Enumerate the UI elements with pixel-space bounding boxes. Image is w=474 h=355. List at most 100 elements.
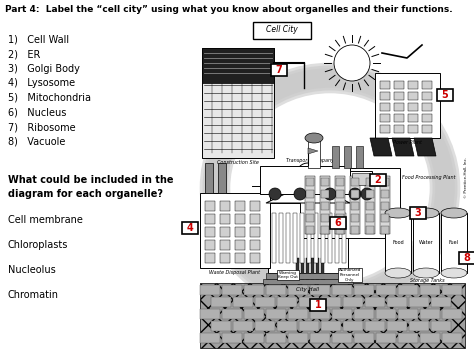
Text: 6)   Nucleus: 6) Nucleus — [8, 108, 66, 118]
Bar — [321, 214, 329, 222]
Text: 5)   Mitochondria: 5) Mitochondria — [8, 93, 91, 103]
Bar — [182, 222, 198, 234]
Text: 6: 6 — [335, 218, 341, 228]
Bar — [220, 253, 230, 263]
Bar — [202, 48, 274, 158]
Bar — [300, 213, 304, 263]
Bar — [356, 146, 363, 168]
Bar — [235, 253, 245, 263]
Bar — [365, 176, 375, 234]
Bar — [381, 226, 389, 234]
Bar — [268, 203, 348, 273]
Bar — [220, 227, 230, 237]
Bar — [332, 285, 352, 295]
Bar — [250, 227, 260, 237]
Bar — [235, 227, 245, 237]
Bar — [306, 258, 309, 280]
Bar — [420, 309, 440, 319]
Bar — [288, 309, 308, 319]
Text: Warning
Keep Out: Warning Keep Out — [278, 271, 298, 279]
Text: 8: 8 — [464, 253, 470, 263]
FancyBboxPatch shape — [253, 22, 311, 39]
Text: 4)   Lysosome: 4) Lysosome — [8, 78, 75, 88]
Bar — [308, 138, 320, 168]
Bar — [354, 285, 374, 295]
Bar — [222, 309, 242, 319]
Text: Waste Disposal Plant: Waste Disposal Plant — [210, 270, 261, 275]
Bar — [310, 309, 330, 319]
Bar — [277, 297, 297, 307]
Bar — [376, 333, 396, 343]
Bar — [235, 214, 245, 224]
Ellipse shape — [413, 268, 439, 278]
Bar — [413, 213, 439, 273]
Bar — [222, 333, 242, 343]
Bar — [321, 321, 341, 331]
Bar — [306, 178, 314, 186]
Bar — [272, 213, 276, 263]
Bar — [385, 213, 411, 273]
Bar — [366, 226, 374, 234]
Polygon shape — [308, 148, 318, 154]
Bar — [422, 81, 432, 89]
Bar — [376, 285, 396, 295]
Bar — [260, 166, 350, 194]
Bar — [250, 201, 260, 211]
Bar — [310, 333, 330, 343]
Text: Cell City: Cell City — [266, 26, 298, 34]
Text: Transport Company: Transport Company — [286, 158, 334, 163]
Bar — [300, 168, 400, 238]
Bar — [220, 214, 230, 224]
Bar — [387, 297, 407, 307]
Bar — [288, 285, 308, 295]
Bar — [381, 202, 389, 210]
Bar — [398, 309, 418, 319]
Bar — [250, 253, 260, 263]
Bar — [409, 321, 429, 331]
Bar — [370, 174, 386, 186]
Bar — [380, 176, 390, 234]
Text: 2: 2 — [374, 175, 382, 185]
Polygon shape — [370, 138, 392, 156]
Bar — [271, 64, 287, 76]
Bar — [314, 213, 318, 263]
Bar — [380, 125, 390, 133]
Text: Water: Water — [419, 240, 433, 246]
Bar — [277, 321, 297, 331]
Bar — [306, 202, 314, 210]
Bar — [350, 171, 372, 194]
Bar — [408, 114, 418, 122]
Bar — [387, 321, 407, 331]
Circle shape — [269, 188, 281, 200]
Bar — [235, 240, 245, 250]
Bar — [422, 103, 432, 111]
Text: 7: 7 — [275, 65, 283, 75]
Bar — [394, 81, 404, 89]
Bar — [307, 213, 311, 263]
Bar — [211, 297, 231, 307]
Bar — [205, 227, 215, 237]
Bar — [320, 176, 330, 234]
Bar — [202, 48, 274, 83]
Text: Cell membrane: Cell membrane — [8, 215, 83, 225]
Bar — [282, 255, 296, 283]
Bar — [205, 163, 213, 193]
Bar — [351, 226, 359, 234]
Bar — [310, 299, 326, 311]
Bar — [321, 297, 341, 307]
Polygon shape — [414, 138, 436, 156]
Bar — [200, 333, 220, 343]
Bar — [442, 309, 462, 319]
Bar — [211, 321, 231, 331]
Bar — [328, 213, 332, 263]
Text: Chloroplasts: Chloroplasts — [8, 240, 68, 250]
Bar — [335, 213, 339, 263]
Bar — [250, 240, 260, 250]
Bar — [376, 309, 396, 319]
Bar — [279, 213, 283, 263]
Text: Part 4:  Label the “cell city” using what you know about organelles and their fu: Part 4: Label the “cell city” using what… — [5, 5, 453, 14]
Bar — [200, 309, 220, 319]
Bar — [410, 207, 426, 219]
Bar — [299, 297, 319, 307]
Bar — [299, 321, 319, 331]
